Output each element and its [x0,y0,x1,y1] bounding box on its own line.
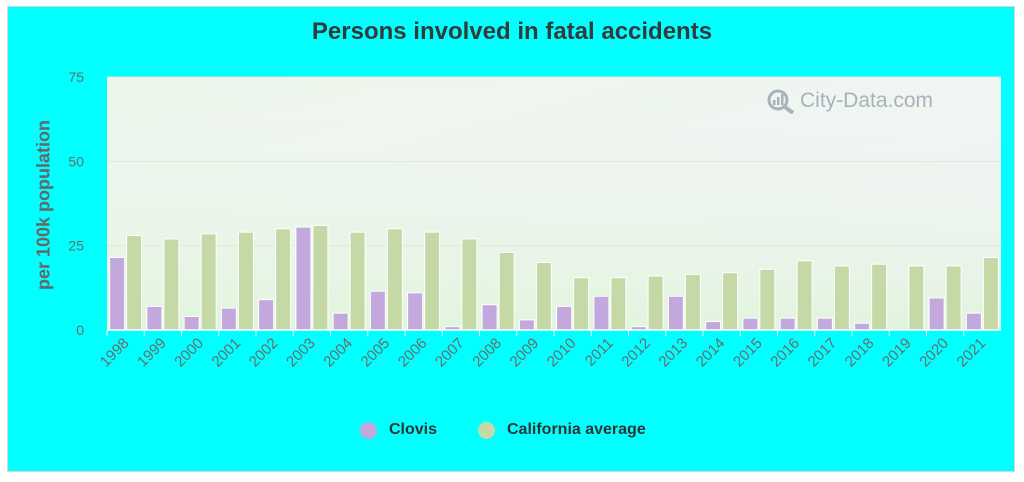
legend-swatch-california [478,421,495,439]
x-tick-label-2019: 2019 [879,335,915,371]
legend-label-california: California average [507,421,646,438]
bar-clovis-2010 [556,305,573,331]
y-tick-label-25: 25 [68,238,84,254]
bar-california-2015 [759,268,776,331]
bar-clovis-2004 [332,312,349,331]
chart-title: Persons involved in fatal accidents [311,18,713,45]
x-tick-label-2011: 2011 [582,335,617,370]
bar-clovis-2011 [593,295,610,331]
x-tick-label-2013: 2013 [656,335,692,371]
bar-clovis-2002 [258,299,275,331]
bar-clovis-2003 [295,226,312,331]
x-tick-label-2020: 2020 [916,335,952,371]
x-tick-label-2009: 2009 [507,335,543,371]
legend-item-clovis: Clovis [360,421,437,439]
x-tick-label-2017: 2017 [805,335,841,371]
magnifier-chart-icon [767,89,795,114]
bar-clovis-2013 [667,295,684,331]
bar-california-2013 [684,273,701,331]
x-tick-label-2015: 2015 [730,335,766,371]
x-tick-label-2005: 2005 [358,335,394,371]
bar-california-2011 [610,277,627,331]
watermark: City-Data.com [766,88,933,114]
bar-california-2016 [796,260,813,331]
bar-california-2003 [312,224,329,331]
x-tick-label-2008: 2008 [469,335,505,371]
bar-clovis-2005 [369,290,386,331]
bar-california-1999 [163,238,180,331]
bar-clovis-2009 [518,319,535,331]
x-tick-label-2021: 2021 [954,335,990,371]
x-tick-label-1999: 1999 [134,335,170,371]
bar-clovis-2017 [816,317,833,331]
bar-california-2005 [386,228,403,331]
bar-clovis-2018 [854,322,871,331]
x-tick-label-2000: 2000 [171,335,207,371]
legend-label-clovis: Clovis [389,421,438,438]
y-tick-label-50: 50 [68,153,84,169]
bar-clovis-2001 [220,307,237,331]
bar-clovis-2015 [742,317,759,331]
x-tick-label-2014: 2014 [693,335,729,371]
bar-clovis-1999 [146,305,163,331]
bar-california-2004 [349,231,366,331]
legend-item-california: California average [478,421,646,439]
x-tick-label-1998: 1998 [97,335,133,371]
bar-california-2019 [908,265,925,331]
bar-california-2012 [647,275,664,331]
watermark-text: City-Data.com [800,89,934,112]
plot-area-shade [107,77,1001,330]
x-tick-label-2012: 2012 [618,335,654,371]
y-tick-label-75: 75 [68,69,84,85]
bar-clovis-2020 [928,297,945,331]
x-tick-label-2001: 2001 [209,335,245,371]
bar-california-2010 [573,277,590,331]
bar-clovis-2000 [183,316,200,331]
bar-clovis-2014 [705,321,722,331]
bar-clovis-2006 [407,292,424,331]
x-tick-label-2007: 2007 [432,335,468,371]
legend-swatch-clovis [360,421,377,439]
x-tick-label-2018: 2018 [842,335,878,371]
bar-california-2009 [535,262,552,331]
y-tick-label-0: 0 [76,322,84,338]
bar-california-2014 [722,272,739,331]
x-tick-label-2003: 2003 [283,335,319,371]
bar-clovis-1998 [109,256,126,331]
x-tick-label-2006: 2006 [395,335,431,371]
bar-california-2017 [833,265,850,331]
bar-california-2007 [461,238,478,331]
bar-california-2001 [237,231,254,331]
bar-california-2006 [424,231,441,331]
bar-california-2002 [275,228,292,331]
bar-california-2000 [200,233,217,331]
bar-clovis-2008 [481,304,498,331]
x-tick-label-2010: 2010 [544,335,580,371]
bar-california-2018 [871,263,888,331]
x-tick-label-2002: 2002 [246,335,282,371]
bar-california-2020 [945,265,962,331]
bar-california-2008 [498,251,515,331]
bar-california-2021 [982,256,999,331]
x-tick-label-2016: 2016 [767,335,803,371]
bar-clovis-2016 [779,317,796,331]
x-tick-label-2004: 2004 [320,335,356,371]
bar-california-1998 [126,235,143,331]
bar-clovis-2021 [965,312,982,331]
